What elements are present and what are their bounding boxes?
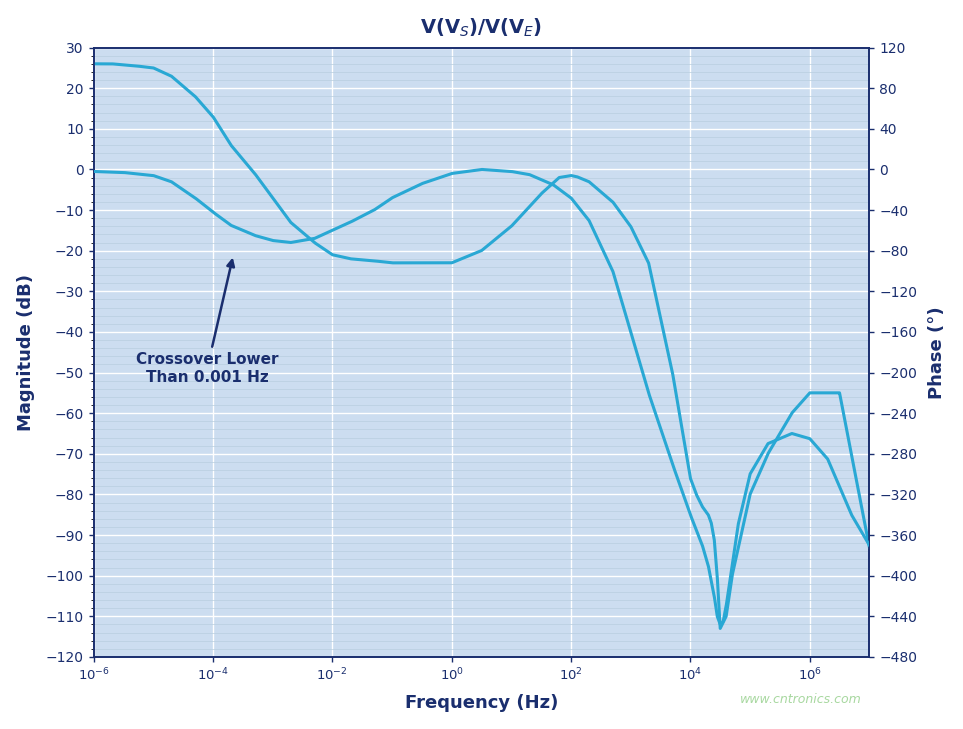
Title: V(V$_S$)/V(V$_E$): V(V$_S$)/V(V$_E$) [421,17,542,39]
Text: www.cntronics.com: www.cntronics.com [741,693,862,706]
X-axis label: Frequency (Hz): Frequency (Hz) [404,694,559,712]
Y-axis label: Phase (°): Phase (°) [928,306,947,399]
Text: Crossover Lower
Than 0.001 Hz: Crossover Lower Than 0.001 Hz [136,260,278,385]
Y-axis label: Magnitude (dB): Magnitude (dB) [16,273,35,431]
